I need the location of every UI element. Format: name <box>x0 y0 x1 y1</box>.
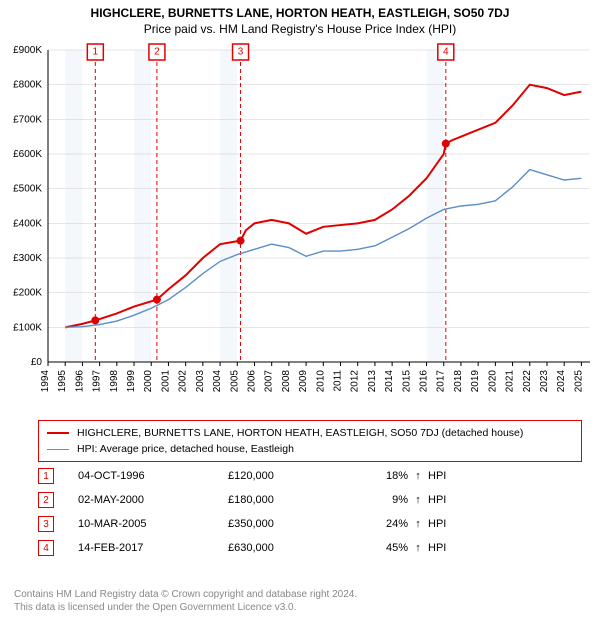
sale-price: £630,000 <box>228 542 338 554</box>
svg-text:3: 3 <box>238 47 244 58</box>
svg-text:2017: 2017 <box>436 370 447 393</box>
sale-date: 02-MAY-2000 <box>78 494 228 506</box>
up-arrow-icon: ↑ <box>408 470 428 482</box>
sale-marker: 4 <box>38 540 54 556</box>
svg-text:1: 1 <box>93 47 99 58</box>
legend-label: HPI: Average price, detached house, East… <box>77 443 294 455</box>
sale-pct: 24% <box>338 518 408 530</box>
svg-text:2021: 2021 <box>505 370 516 393</box>
legend-box: HIGHCLERE, BURNETTS LANE, HORTON HEATH, … <box>38 420 582 462</box>
svg-text:2022: 2022 <box>522 370 533 393</box>
sales-table: 104-OCT-1996£120,00018%↑HPI202-MAY-2000£… <box>38 464 582 560</box>
svg-text:2020: 2020 <box>487 370 498 393</box>
legend-row: HPI: Average price, detached house, East… <box>47 441 573 457</box>
svg-text:£700K: £700K <box>13 114 42 125</box>
svg-text:2019: 2019 <box>470 370 481 393</box>
title-subtitle: Price paid vs. HM Land Registry's House … <box>0 22 600 36</box>
svg-text:2008: 2008 <box>281 370 292 393</box>
svg-text:£0: £0 <box>31 357 43 368</box>
svg-text:1994: 1994 <box>40 370 51 393</box>
sale-price: £180,000 <box>228 494 338 506</box>
svg-text:£900K: £900K <box>13 45 42 56</box>
title-address: HIGHCLERE, BURNETTS LANE, HORTON HEATH, … <box>0 6 600 20</box>
sale-date: 04-OCT-1996 <box>78 470 228 482</box>
sale-marker: 2 <box>38 492 54 508</box>
svg-text:1997: 1997 <box>92 370 103 393</box>
svg-text:1995: 1995 <box>57 370 68 393</box>
svg-text:2015: 2015 <box>401 370 412 393</box>
svg-text:2000: 2000 <box>143 370 154 393</box>
legend-label: HIGHCLERE, BURNETTS LANE, HORTON HEATH, … <box>77 427 523 439</box>
sale-pct: 9% <box>338 494 408 506</box>
sale-date: 10-MAR-2005 <box>78 518 228 530</box>
svg-text:2004: 2004 <box>212 370 223 393</box>
svg-text:£400K: £400K <box>13 218 42 229</box>
sale-date: 14-FEB-2017 <box>78 542 228 554</box>
svg-text:£200K: £200K <box>13 288 42 299</box>
up-arrow-icon: ↑ <box>408 518 428 530</box>
up-arrow-icon: ↑ <box>408 542 428 554</box>
footer-line-1: Contains HM Land Registry data © Crown c… <box>14 588 357 601</box>
svg-text:2014: 2014 <box>384 370 395 393</box>
sale-row: 3 10-MAR-2005£350,00024%↑HPI <box>38 512 582 536</box>
svg-text:£800K: £800K <box>13 80 42 91</box>
svg-text:2012: 2012 <box>350 370 361 393</box>
svg-text:1998: 1998 <box>109 370 120 393</box>
svg-text:£300K: £300K <box>13 253 42 264</box>
sale-price: £120,000 <box>228 470 338 482</box>
svg-text:2003: 2003 <box>195 370 206 393</box>
sale-marker: 1 <box>38 468 54 484</box>
svg-text:2010: 2010 <box>315 370 326 393</box>
sale-pct: 45% <box>338 542 408 554</box>
up-arrow-icon: ↑ <box>408 494 428 506</box>
svg-text:£600K: £600K <box>13 149 42 160</box>
sale-hpi-label: HPI <box>428 494 468 506</box>
legend-row: HIGHCLERE, BURNETTS LANE, HORTON HEATH, … <box>47 425 573 441</box>
sale-hpi-label: HPI <box>428 542 468 554</box>
sale-pct: 18% <box>338 470 408 482</box>
price-chart: £0 £100K £200K £300K £400K £500K £600K £700K £80… <box>0 42 600 412</box>
svg-text:2025: 2025 <box>573 370 584 393</box>
svg-text:2011: 2011 <box>333 370 344 392</box>
svg-text:2006: 2006 <box>246 370 257 393</box>
sale-marker: 3 <box>38 516 54 532</box>
svg-text:2002: 2002 <box>178 370 189 393</box>
svg-text:2016: 2016 <box>419 370 430 393</box>
sale-hpi-label: HPI <box>428 518 468 530</box>
svg-text:2: 2 <box>154 47 160 58</box>
svg-text:4: 4 <box>443 47 449 58</box>
svg-text:1996: 1996 <box>74 370 85 393</box>
svg-text:2009: 2009 <box>298 370 309 393</box>
chart-title-block: HIGHCLERE, BURNETTS LANE, HORTON HEATH, … <box>0 0 600 36</box>
footer-line-2: This data is licensed under the Open Gov… <box>14 601 357 614</box>
legend-swatch <box>47 449 69 450</box>
svg-text:£100K: £100K <box>13 322 42 333</box>
svg-text:2007: 2007 <box>264 370 275 393</box>
svg-text:2018: 2018 <box>453 370 464 393</box>
svg-text:2013: 2013 <box>367 370 378 393</box>
chart-container: £0 £100K £200K £300K £400K £500K £600K £700K £80… <box>0 42 600 412</box>
svg-text:1999: 1999 <box>126 370 137 393</box>
sale-row: 2 02-MAY-2000£180,0009%↑HPI <box>38 488 582 512</box>
svg-text:2024: 2024 <box>556 370 567 393</box>
footer-attribution: Contains HM Land Registry data © Crown c… <box>14 588 357 614</box>
svg-text:2005: 2005 <box>229 370 240 393</box>
sale-row: 1 04-OCT-1996£120,00018%↑HPI <box>38 464 582 488</box>
sale-price: £350,000 <box>228 518 338 530</box>
sale-row: 4 14-FEB-2017£630,00045%↑HPI <box>38 536 582 560</box>
sale-hpi-label: HPI <box>428 470 468 482</box>
svg-text:2023: 2023 <box>539 370 550 393</box>
svg-text:2001: 2001 <box>160 370 171 393</box>
svg-text:£500K: £500K <box>13 184 42 195</box>
legend-swatch <box>47 432 69 434</box>
